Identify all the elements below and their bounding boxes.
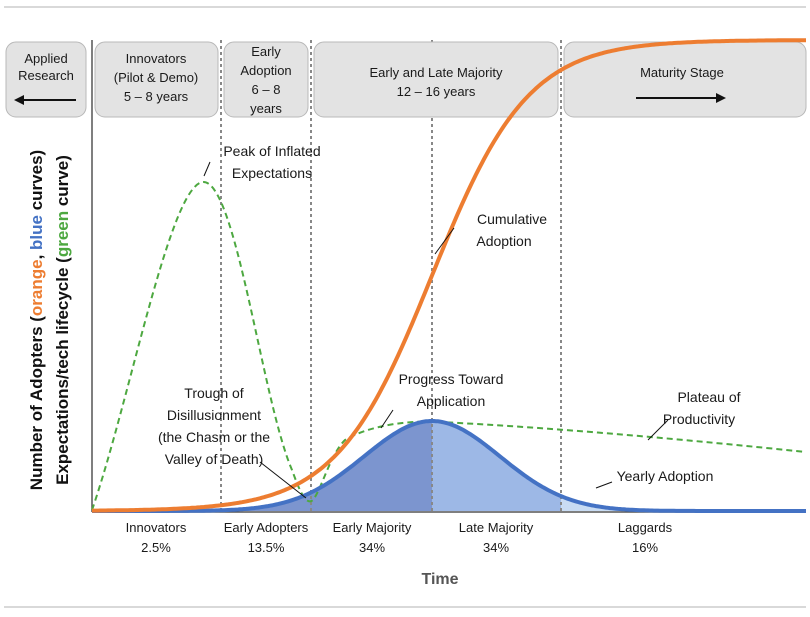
trough-label: (the Chasm or the	[158, 429, 270, 445]
stage-text: 5 – 8 years	[124, 89, 189, 104]
stage-applied-research: Applied Research	[5, 41, 87, 118]
left-arrow-icon	[14, 95, 24, 105]
y-axis-label-adopters: Number of Adopters (orange, blue curves)	[27, 150, 46, 490]
peak-label: Expectations	[232, 165, 312, 181]
late-majority-area	[432, 421, 561, 511]
stage-text: Early	[251, 44, 281, 59]
stage-text: years	[250, 101, 282, 116]
yearly-adoption-curve	[92, 419, 806, 513]
stage-box	[94, 41, 219, 118]
stage-text: Early and Late Majority	[370, 65, 503, 80]
segment-pct: 13.5%	[248, 540, 285, 555]
segment-pct: 34%	[483, 540, 509, 555]
plateau-leader	[647, 419, 669, 441]
right-arrow-icon	[716, 93, 726, 103]
yearly-leader	[595, 481, 613, 489]
progress-label: Application	[417, 393, 486, 409]
stage-early-adoption: Early Adoption 6 – 8 years	[223, 41, 309, 118]
cumulative-leader	[434, 227, 455, 255]
stage-text: Innovators	[126, 51, 187, 66]
early-majority-area	[221, 421, 432, 511]
x-axis-title: Time	[421, 571, 458, 588]
trough-leader	[259, 461, 307, 499]
peak-leader	[203, 161, 211, 177]
peak-label: Peak of Inflated	[223, 143, 320, 159]
stage-box	[223, 41, 309, 118]
progress-leader	[380, 409, 394, 429]
cumulative-label: Adoption	[476, 233, 531, 249]
progress-label: Progress Toward	[399, 371, 504, 387]
segment-name: Early Adopters	[224, 520, 309, 535]
stage-text: (Pilot & Demo)	[114, 70, 199, 85]
segment-name: Late Majority	[459, 520, 534, 535]
segment-pct: 2.5%	[141, 540, 171, 555]
stage-text: Maturity Stage	[640, 65, 724, 80]
bottom-rule	[4, 606, 806, 608]
cumulative-label: Cumulative	[477, 211, 547, 227]
stage-majority: Early and Late Majority 12 – 16 years	[313, 41, 559, 118]
stage-box	[5, 41, 87, 118]
segment-name: Laggards	[618, 520, 673, 535]
top-rule	[4, 6, 806, 8]
segment-pct: 34%	[359, 540, 385, 555]
stage-text: Adoption	[240, 63, 291, 78]
segment-pct: 16%	[632, 540, 658, 555]
yearly-label: Yearly Adoption	[617, 468, 714, 484]
stage-innovators: Innovators (Pilot & Demo) 5 – 8 years	[94, 41, 219, 118]
stage-text: Applied	[24, 51, 67, 66]
stage-text: Research	[18, 68, 74, 83]
y-axis-label-expectations: Expectations/tech lifecycle (green curve…	[53, 155, 72, 485]
trough-label: Valley of Death)	[165, 451, 264, 467]
segment-name: Early Majority	[333, 520, 412, 535]
plateau-label: Plateau of	[677, 389, 740, 405]
stage-text: 12 – 16 years	[397, 84, 476, 99]
trough-label: Trough of	[184, 385, 244, 401]
stage-box	[313, 41, 559, 118]
stage-text: 6 – 8	[252, 82, 281, 97]
laggards-area	[561, 496, 806, 511]
stage-maturity: Maturity Stage	[563, 41, 807, 118]
plateau-label: Productivity	[663, 411, 735, 427]
segment-name: Innovators	[126, 520, 187, 535]
trough-label: Disillusionment	[167, 407, 261, 423]
